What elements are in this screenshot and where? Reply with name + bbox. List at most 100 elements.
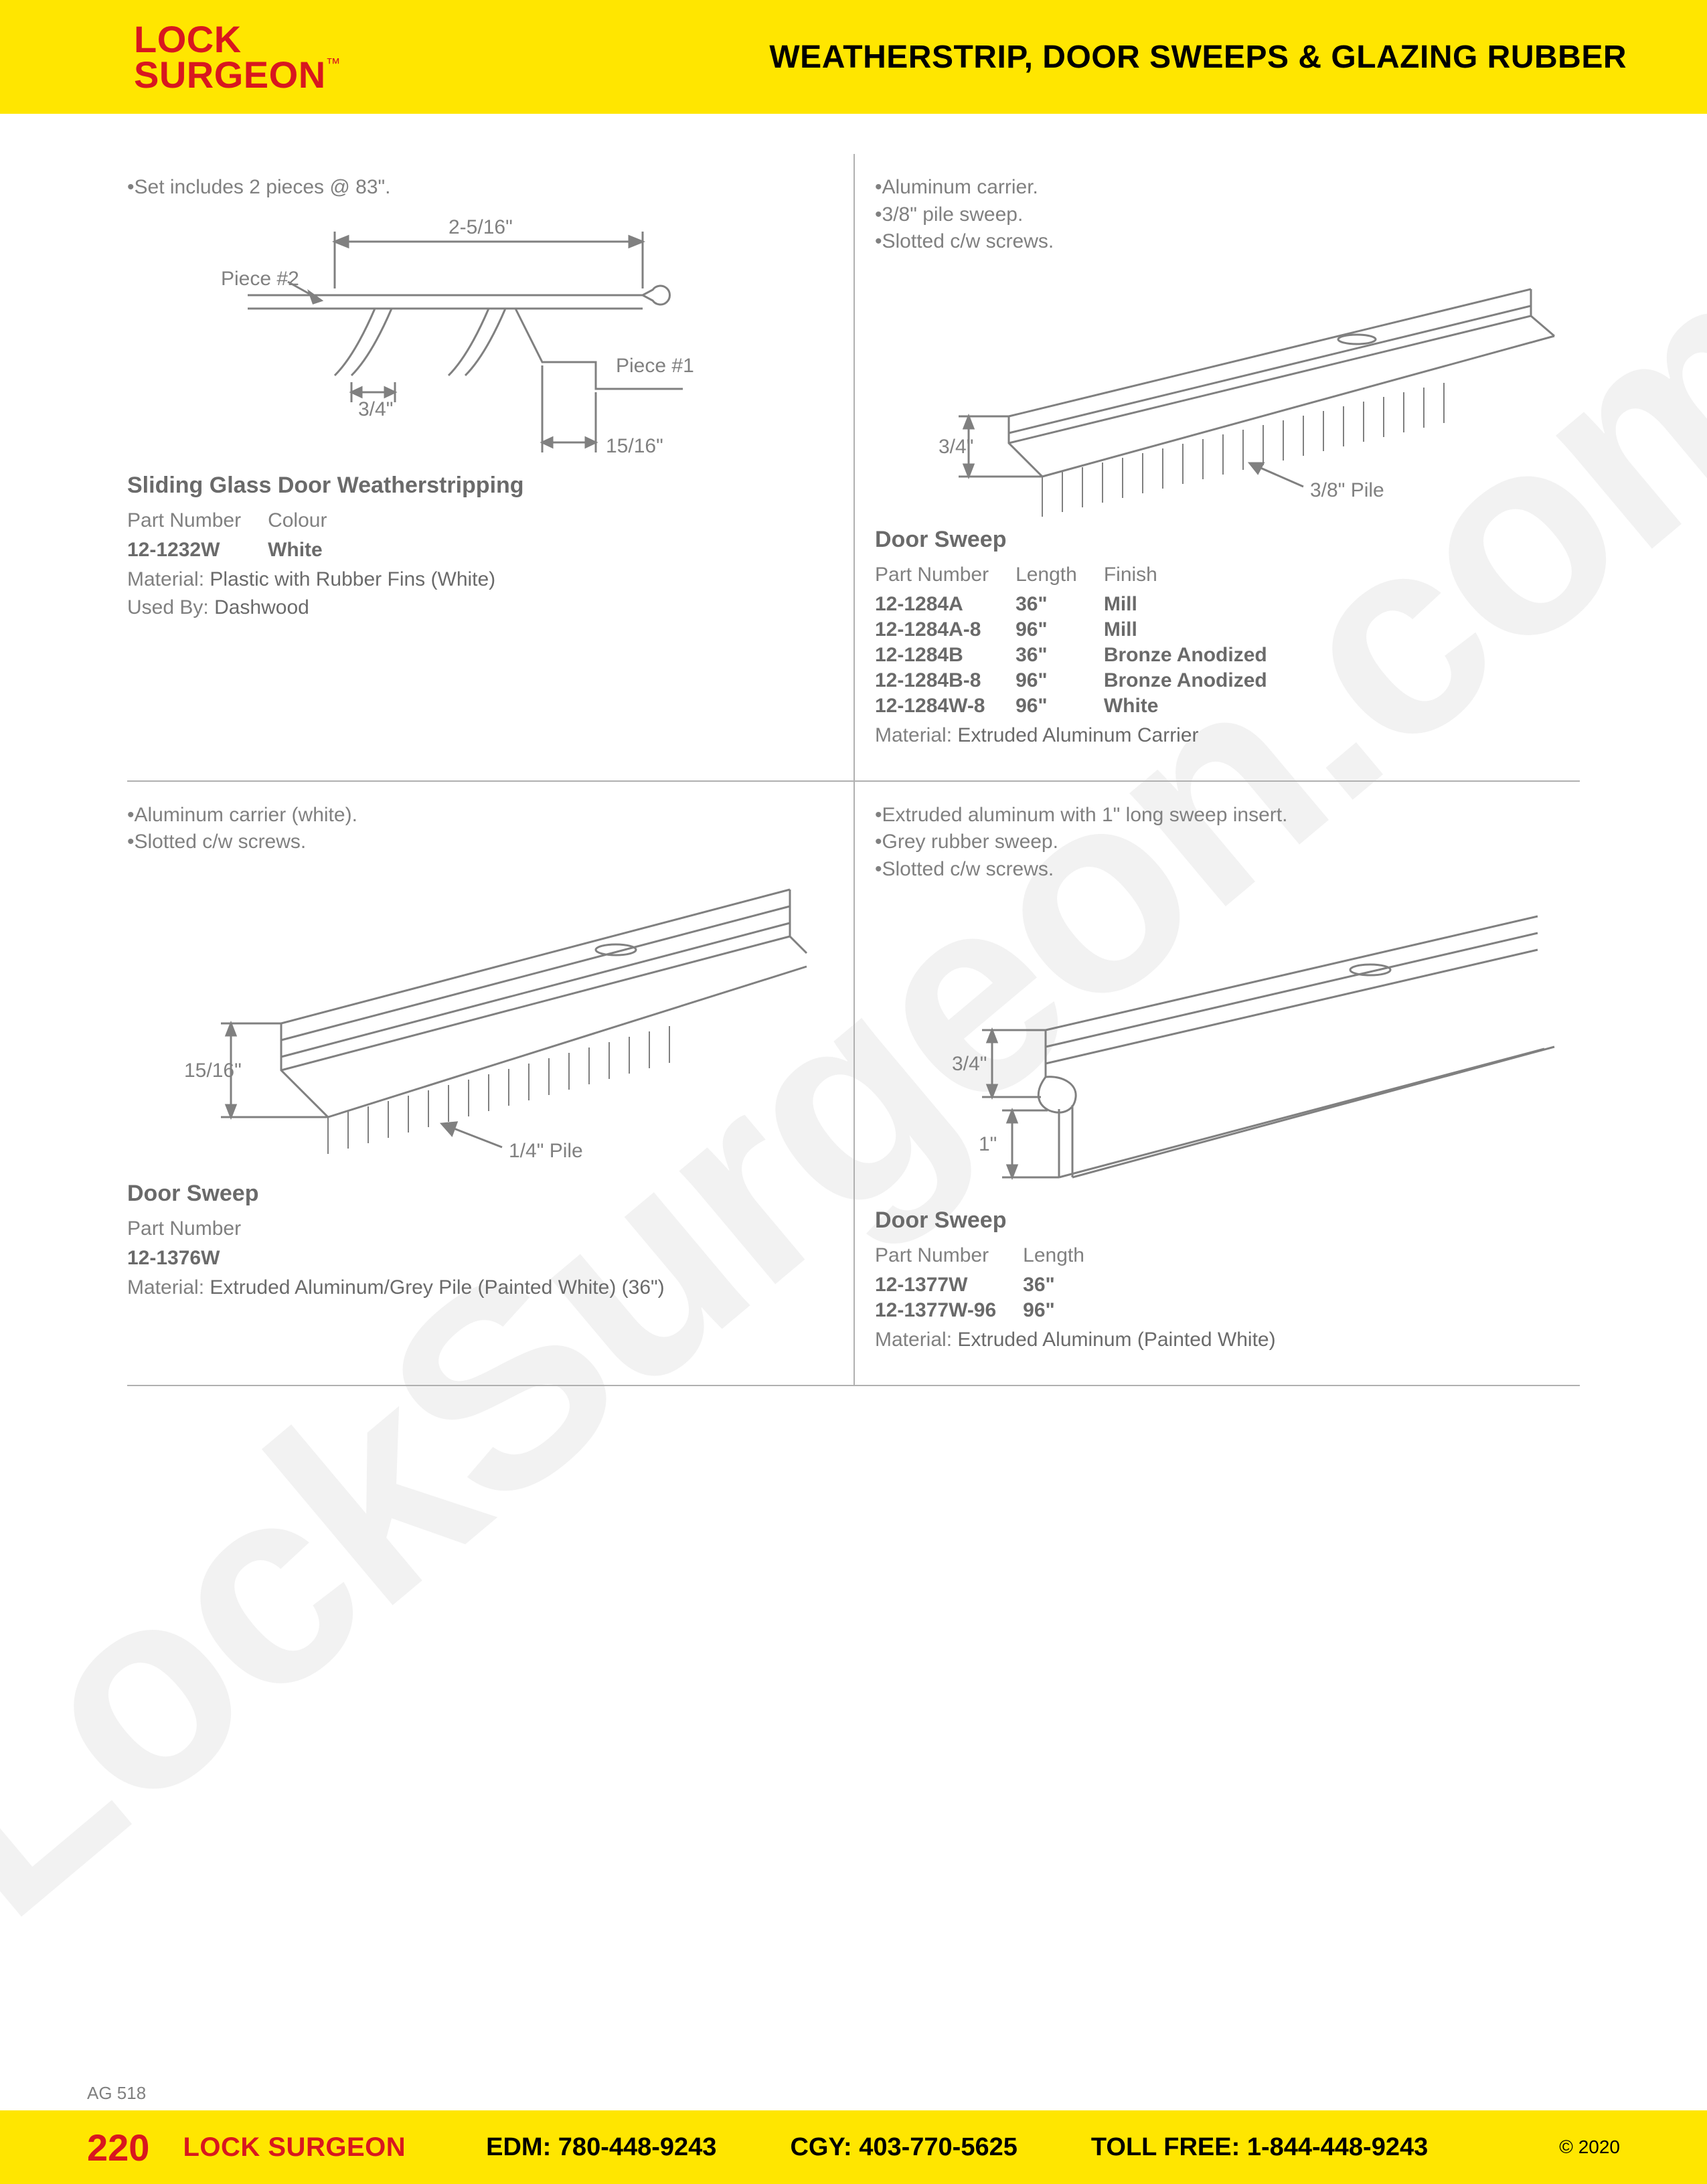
note-line: •Extruded aluminum with 1" long sweep in…: [875, 802, 1580, 829]
cell: 36": [1023, 1272, 1111, 1298]
logo-line-2: SURGEON: [134, 54, 326, 96]
note-line: •Grey rubber sweep.: [875, 829, 1580, 856]
note-line: •3/8" pile sweep.: [875, 201, 1580, 229]
usedby-label: Used By:: [127, 596, 209, 618]
note-line: •Slotted c/w screws.: [875, 856, 1580, 884]
product-table: Part Number 12-1376W: [127, 1215, 268, 1271]
note-line: •Slotted c/w screws.: [875, 228, 1580, 256]
material-label: Material:: [127, 568, 204, 590]
product-notes: •Set includes 2 pieces @ 83".: [127, 174, 833, 201]
usedby-value: Dashwood: [214, 596, 309, 618]
diagram-door-sweep-1376: 15/16" 1/4" Pile: [127, 869, 833, 1181]
material-label: Material:: [875, 724, 952, 746]
cell: 12-1284A-8: [875, 617, 1015, 643]
note-line: •Aluminum carrier (white).: [127, 802, 833, 829]
product-row-1: •Set includes 2 pieces @ 83".: [127, 154, 1580, 782]
dim-label: 2-5/16": [449, 216, 513, 238]
cell: Mill: [1104, 617, 1294, 643]
product-table: Part Number Colour 12-1232W White: [127, 507, 353, 563]
dim-label: 15/16": [606, 435, 663, 457]
material-value: Extruded Aluminum Carrier: [957, 724, 1198, 746]
product-notes: •Aluminum carrier (white). •Slotted c/w …: [127, 802, 833, 856]
dim-label: 15/16": [184, 1060, 242, 1082]
material-line: Material: Extruded Aluminum (Painted Whi…: [875, 1329, 1580, 1351]
product-notes: •Extruded aluminum with 1" long sweep in…: [875, 802, 1580, 884]
product-title: Door Sweep: [127, 1181, 833, 1207]
note-line: •Aluminum carrier.: [875, 174, 1580, 201]
contact-label: CGY:: [790, 2133, 851, 2161]
cell: White: [1104, 693, 1294, 719]
cell: 36": [1015, 643, 1104, 668]
material-value: Plastic with Rubber Fins (White): [210, 568, 495, 590]
dim-label: 3/4": [952, 1053, 987, 1075]
cell: 12-1284W-8: [875, 693, 1015, 719]
diagram-door-sweep-1377: 3/4" 1": [875, 896, 1580, 1207]
cell: 12-1377W: [875, 1272, 1023, 1298]
page-title: WEATHERSTRIP, DOOR SWEEPS & GLAZING RUBB…: [769, 39, 1627, 76]
product-table: Part Number Length 12-1377W36" 12-1377W-…: [875, 1242, 1111, 1323]
col-header: Length: [1023, 1242, 1111, 1272]
product-door-sweep-1377: •Extruded aluminum with 1" long sweep in…: [854, 782, 1580, 1385]
diagram-door-sweep-1284: 3/4" 3/8" Pile: [875, 269, 1580, 527]
contact-value: 1-844-448-9243: [1247, 2133, 1428, 2161]
note-line: •Slotted c/w screws.: [127, 829, 833, 856]
material-value: Extruded Aluminum (Painted White): [957, 1329, 1275, 1351]
cell: Bronze Anodized: [1104, 668, 1294, 693]
product-title: Sliding Glass Door Weatherstripping: [127, 473, 833, 499]
footer-logo: LOCK SURGEON: [183, 2132, 406, 2163]
product-title: Door Sweep: [875, 527, 1580, 553]
dim-label: 3/4": [358, 398, 393, 420]
pile-label: 1/4" Pile: [509, 1140, 583, 1162]
note-line: •Set includes 2 pieces @ 83".: [127, 174, 833, 201]
diagram-sliding-glass: 2-5/16" Piece #2 3/4" Piece #1 15/16": [127, 215, 833, 473]
product-table: Part Number Length Finish 12-1284A36"Mil…: [875, 561, 1294, 719]
contact-value: 780-448-9243: [558, 2133, 717, 2161]
usedby-line: Used By: Dashwood: [127, 596, 833, 619]
footer-bar: 220 LOCK SURGEON EDM: 780-448-9243 CGY: …: [0, 2110, 1707, 2184]
pile-label: 3/8" Pile: [1310, 479, 1384, 501]
contact-label: TOLL FREE:: [1091, 2133, 1240, 2161]
product-sliding-glass: •Set includes 2 pieces @ 83".: [127, 154, 854, 780]
material-line: Material: Extruded Aluminum/Grey Pile (P…: [127, 1276, 833, 1299]
contact-tollfree: TOLL FREE: 1-844-448-9243: [1091, 2133, 1428, 2162]
cell: 96": [1023, 1298, 1111, 1323]
cell: 12-1284B-8: [875, 668, 1015, 693]
col-header: Length: [1015, 561, 1104, 592]
material-label: Material:: [875, 1329, 952, 1351]
col-header: Part Number: [127, 1215, 268, 1246]
brand-logo: LOCK SURGEON™: [134, 21, 341, 92]
piece2-label: Piece #2: [221, 268, 299, 290]
cell: 96": [1015, 693, 1104, 719]
product-title: Door Sweep: [875, 1207, 1580, 1234]
cell: 96": [1015, 617, 1104, 643]
product-door-sweep-1284: •Aluminum carrier. •3/8" pile sweep. •Sl…: [854, 154, 1580, 780]
cell: 12-1377W-96: [875, 1298, 1023, 1323]
cell: 36": [1015, 592, 1104, 617]
contact-label: EDM:: [486, 2133, 551, 2161]
contact-cgy: CGY: 403-770-5625: [790, 2133, 1017, 2162]
copyright: © 2020: [1559, 2136, 1620, 2158]
material-line: Material: Extruded Aluminum Carrier: [875, 724, 1580, 747]
col-header: Finish: [1104, 561, 1294, 592]
cell: 12-1284A: [875, 592, 1015, 617]
cell: White: [268, 537, 353, 563]
product-door-sweep-1376: •Aluminum carrier (white). •Slotted c/w …: [127, 782, 854, 1385]
col-header: Part Number: [875, 561, 1015, 592]
cell: Mill: [1104, 592, 1294, 617]
material-value: Extruded Aluminum/Grey Pile (Painted Whi…: [210, 1276, 664, 1298]
col-header: Part Number: [127, 507, 268, 537]
cell: 12-1376W: [127, 1246, 268, 1271]
piece1-label: Piece #1: [616, 355, 694, 377]
contact-edm: EDM: 780-448-9243: [486, 2133, 716, 2162]
material-line: Material: Plastic with Rubber Fins (Whit…: [127, 568, 833, 591]
contact-value: 403-770-5625: [859, 2133, 1018, 2161]
page-footer: AG 518 220 LOCK SURGEON EDM: 780-448-924…: [0, 2110, 1707, 2184]
ag-code: AG 518: [87, 2083, 146, 2104]
material-label: Material:: [127, 1276, 204, 1298]
col-header: Part Number: [875, 1242, 1023, 1272]
cell: 12-1284B: [875, 643, 1015, 668]
main-content: •Set includes 2 pieces @ 83".: [0, 114, 1707, 1386]
page-number: 220: [87, 2126, 149, 2169]
dim-label: 3/4": [939, 436, 973, 458]
cell: 12-1232W: [127, 537, 268, 563]
